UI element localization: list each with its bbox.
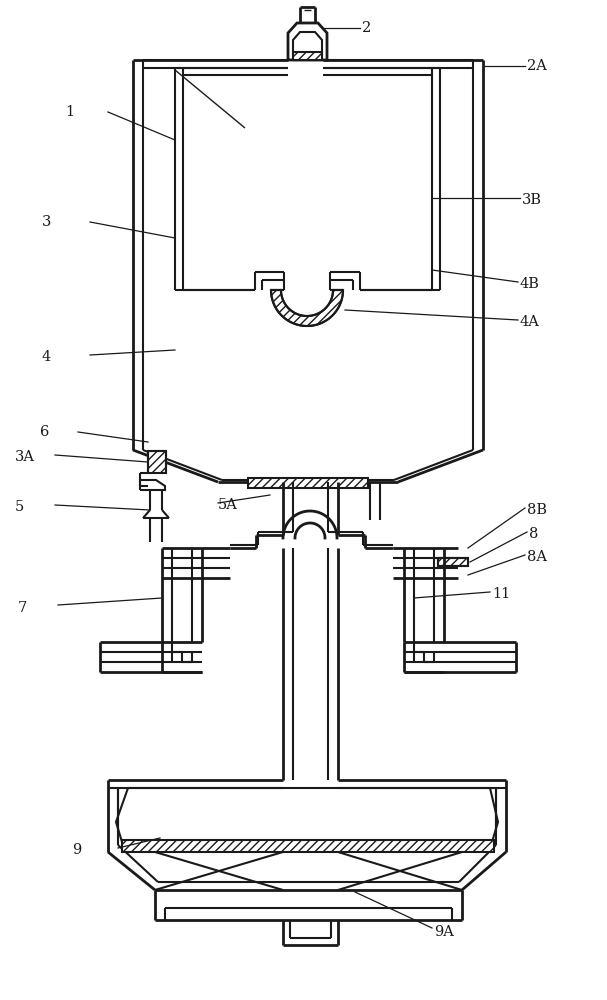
Bar — [122, 840, 494, 852]
Text: 5A: 5A — [218, 498, 238, 512]
Text: 4: 4 — [42, 350, 51, 364]
Bar — [148, 451, 166, 473]
Text: 11: 11 — [492, 587, 510, 601]
Polygon shape — [288, 23, 327, 60]
Text: 4A: 4A — [520, 315, 540, 329]
Text: 8B: 8B — [527, 503, 547, 517]
Bar — [293, 52, 322, 60]
Text: 4B: 4B — [520, 277, 540, 291]
Polygon shape — [116, 788, 498, 842]
Text: 1: 1 — [65, 105, 74, 119]
Text: 8A: 8A — [527, 550, 547, 564]
Bar — [248, 478, 368, 488]
Text: 3: 3 — [42, 215, 52, 229]
Text: 3A: 3A — [15, 450, 35, 464]
Text: 6: 6 — [40, 425, 49, 439]
Polygon shape — [140, 480, 165, 490]
Polygon shape — [271, 290, 343, 326]
Text: 2: 2 — [362, 21, 371, 35]
Bar — [438, 558, 468, 566]
Text: 2A: 2A — [527, 59, 547, 73]
Text: 3B: 3B — [522, 193, 542, 207]
Text: 7: 7 — [18, 601, 27, 615]
Text: 8: 8 — [529, 527, 538, 541]
Text: 9: 9 — [72, 843, 81, 857]
Polygon shape — [293, 32, 322, 60]
Text: 5: 5 — [15, 500, 24, 514]
Text: 9A: 9A — [434, 925, 454, 939]
